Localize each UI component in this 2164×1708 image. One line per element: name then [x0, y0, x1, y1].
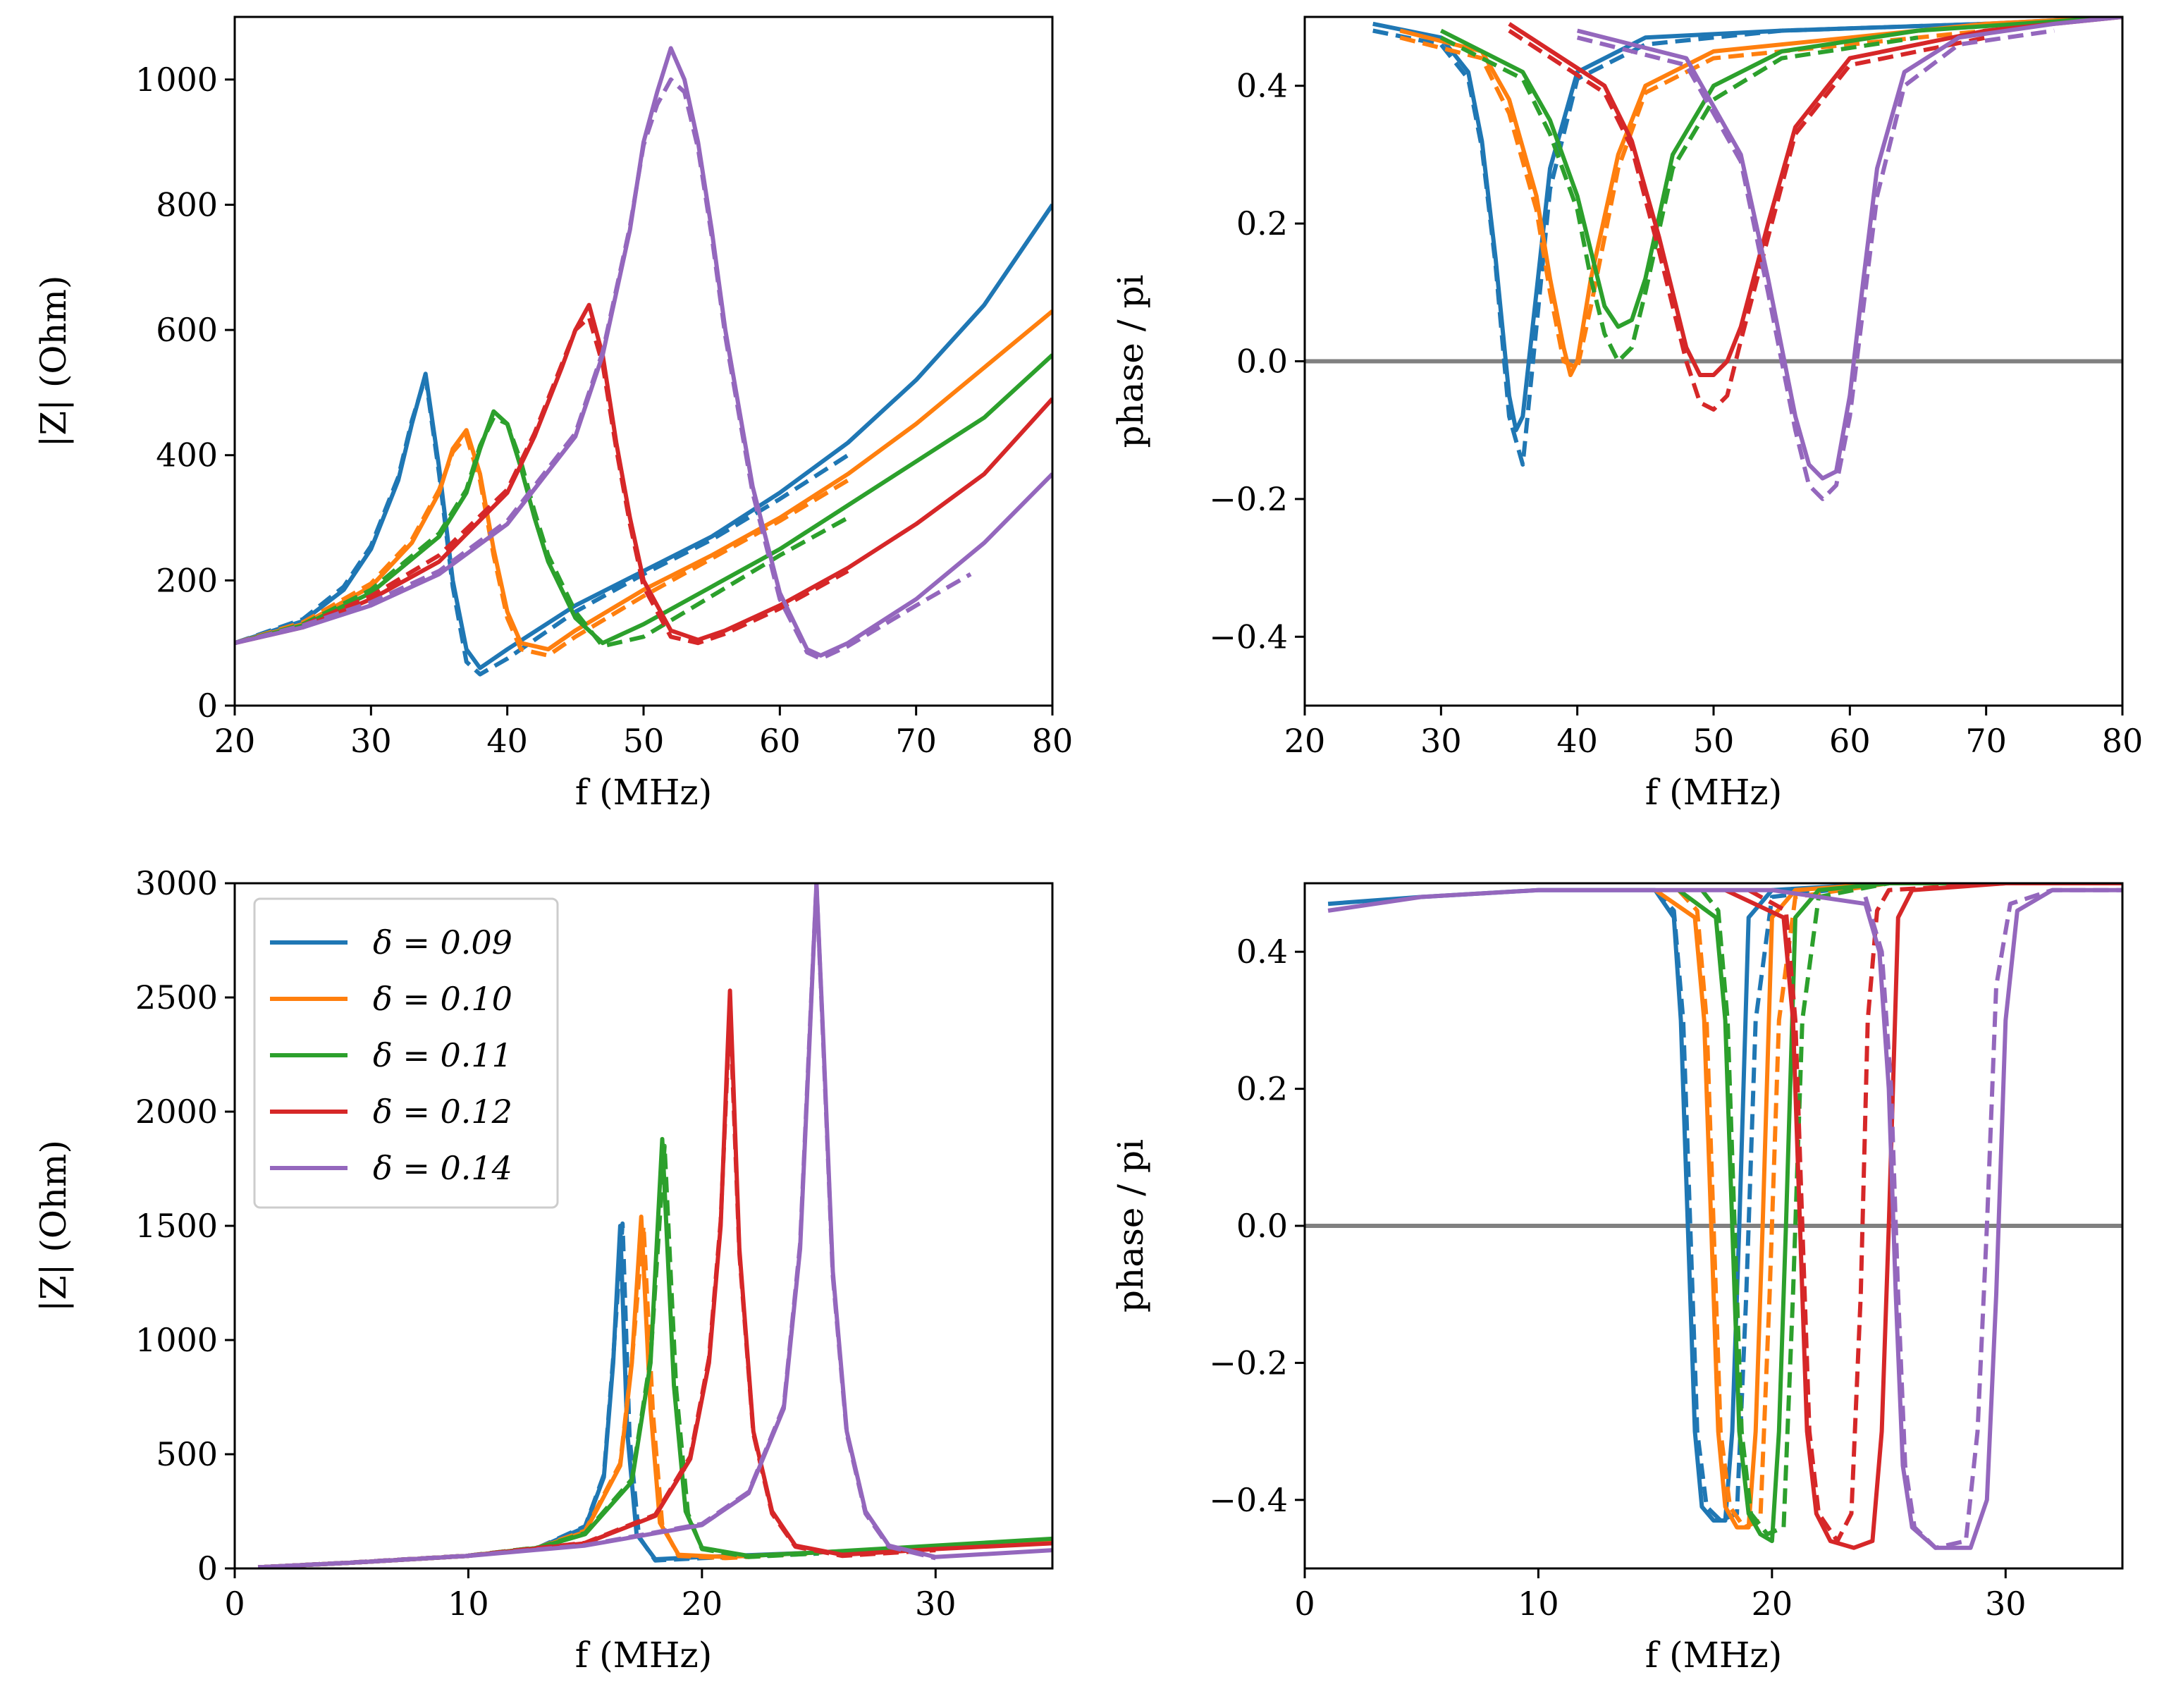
- x-axis-label: f (MHz): [1645, 772, 1783, 813]
- x-tick-label: 80: [1032, 722, 1074, 760]
- x-tick-label: 70: [895, 722, 937, 760]
- x-tick-label: 20: [1752, 1585, 1793, 1623]
- series-line-measured-6: [1724, 883, 2122, 1550]
- series-line-model-7: [1508, 28, 1987, 412]
- legend-entry-label: δ = 0.14: [373, 1149, 512, 1187]
- x-tick-label: 10: [448, 1585, 489, 1623]
- x-tick-label: 80: [2102, 722, 2144, 760]
- y-tick-label: 0.4: [1236, 67, 1288, 105]
- series-line-model-7: [257, 1007, 936, 1568]
- y-tick-label: 500: [156, 1435, 218, 1473]
- x-tick-label: 40: [486, 722, 528, 760]
- plot-area: [1305, 17, 2122, 501]
- y-tick-label: 0.2: [1236, 204, 1288, 242]
- legend-entry-label: δ = 0.11: [373, 1036, 512, 1074]
- x-tick-label: 30: [350, 722, 392, 760]
- y-tick-label: −0.4: [1209, 618, 1288, 656]
- y-tick-label: −0.2: [1209, 480, 1288, 518]
- series-line-model-3: [1399, 28, 1987, 371]
- y-tick-label: −0.4: [1209, 1481, 1288, 1519]
- legend-entry-label: δ = 0.10: [373, 980, 512, 1018]
- y-tick-label: 1000: [135, 61, 218, 99]
- x-axis-label: f (MHz): [575, 772, 713, 813]
- series-line-model-1: [257, 1221, 819, 1568]
- x-tick-label: 20: [682, 1585, 723, 1623]
- y-tick-label: 600: [156, 311, 218, 349]
- y-tick-label: 2000: [135, 1093, 218, 1131]
- series-line-model-1: [235, 374, 849, 677]
- series-line-model-7: [235, 315, 849, 646]
- panel-bottom-right: 0 10 20 30 −0.4 −0.2 0.0 0.2 0.4 f (MHz) phase / p…: [1110, 882, 2124, 1676]
- plot-area: [1305, 883, 2122, 1550]
- x-tick-label: 30: [915, 1585, 957, 1623]
- series-line-measured-6: [1508, 17, 2122, 377]
- series-line-measured-8: [1576, 17, 2122, 481]
- series-line-model-3: [235, 434, 849, 658]
- x-axis-label: f (MHz): [1645, 1635, 1783, 1676]
- y-tick-label: 400: [156, 436, 218, 474]
- plot-area: [235, 46, 1052, 677]
- x-tick-label: 60: [1829, 722, 1871, 760]
- x-tick-label: 20: [214, 722, 256, 760]
- series-line-measured-0: [235, 203, 1052, 670]
- y-axis-label: |Z| (Ohm): [33, 276, 74, 448]
- y-tick-label: 800: [156, 185, 218, 223]
- legend-frame: [253, 897, 559, 1209]
- y-tick-label: 0.0: [1236, 343, 1288, 381]
- series-line-model-9: [1576, 28, 2055, 501]
- x-tick-label: 20: [1284, 722, 1326, 760]
- x-tick-label: 70: [1965, 722, 2007, 760]
- x-tick-label: 50: [623, 722, 665, 760]
- series-line-measured-8: [235, 46, 1052, 658]
- y-tick-label: 1000: [135, 1321, 218, 1359]
- y-axis-label: phase / pi: [1110, 275, 1151, 448]
- series-line-model-5: [1439, 35, 1919, 364]
- panel-top-right: 20 30 40 50 60 70 80 −0.4 −0.2 0.0 0.2 0.4 f (MHz) ph…: [1110, 16, 2144, 813]
- y-tick-label: 0.2: [1236, 1070, 1288, 1108]
- series-line-model-1: [1372, 21, 1986, 467]
- x-tick-label: 60: [759, 722, 801, 760]
- y-tick-label: 1500: [135, 1207, 218, 1245]
- panel-bottom-left: 0 10 20 30 0 500 1000 1500 2000 2500 3000 f (MHz) |Z…: [33, 864, 1054, 1676]
- x-tick-label: 40: [1556, 722, 1598, 760]
- series-line-model-5: [1700, 883, 1890, 1537]
- y-axis-label: phase / pi: [1110, 1139, 1151, 1313]
- series-line-model-3: [1677, 883, 1890, 1530]
- x-tick-label: 30: [1420, 722, 1462, 760]
- y-axis-label: |Z| (Ohm): [33, 1140, 74, 1312]
- y-tick-label: 200: [156, 561, 218, 599]
- y-tick-label: 0: [197, 687, 218, 725]
- series-line-model-1: [1653, 883, 1889, 1523]
- x-tick-label: 30: [1985, 1585, 2027, 1623]
- x-tick-label: 10: [1518, 1585, 1559, 1623]
- series-line-measured-0: [1372, 17, 2122, 433]
- series-line-model-7: [1747, 883, 2006, 1544]
- series-line-measured-8: [1327, 887, 2122, 1550]
- y-tick-label: 0.4: [1236, 933, 1288, 971]
- legend: δ = 0.09 δ = 0.10 δ = 0.11 δ = 0.12 δ = 0.14: [253, 897, 559, 1209]
- series-line-measured-4: [1439, 17, 2122, 329]
- y-tick-label: 0: [197, 1549, 218, 1587]
- series-line-model-9: [1863, 887, 2122, 1550]
- x-tick-label: 0: [1294, 1585, 1315, 1623]
- series-line-model-9: [257, 883, 937, 1568]
- legend-entry-label: δ = 0.12: [373, 1093, 512, 1131]
- series-line-model-9: [235, 77, 972, 661]
- y-tick-label: 2500: [135, 978, 218, 1016]
- y-tick-label: 0.0: [1236, 1207, 1288, 1245]
- x-tick-label: 0: [224, 1585, 245, 1623]
- series-line-model-3: [257, 1224, 819, 1568]
- legend-entry-label: δ = 0.09: [373, 923, 512, 961]
- y-tick-label: −0.2: [1209, 1344, 1288, 1382]
- y-tick-label: 3000: [135, 864, 218, 902]
- x-tick-label: 50: [1693, 722, 1735, 760]
- x-axis-label: f (MHz): [575, 1635, 713, 1676]
- plot-area: [257, 883, 1052, 1568]
